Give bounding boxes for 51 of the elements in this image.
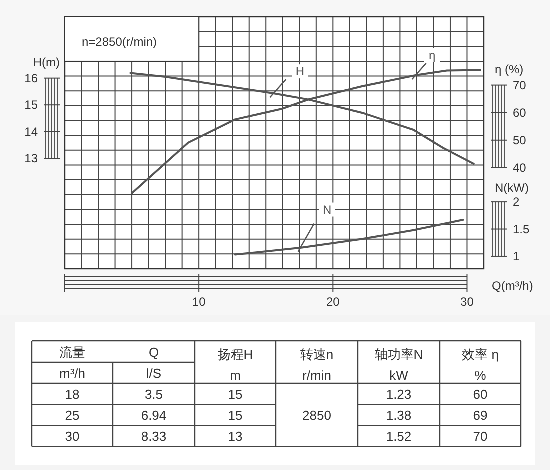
text: 15 (228, 408, 243, 424)
text: 2850 (302, 408, 332, 424)
y2-tick-label: 60 (513, 106, 527, 120)
x-tick-label: 30 (460, 295, 474, 309)
y-tick-label: 13 (24, 152, 38, 166)
x-tick-label: 10 (192, 295, 206, 309)
text: 1.23 (386, 387, 412, 402)
text: l/S (146, 366, 162, 381)
y3-tick-label: 2 (513, 195, 520, 210)
text: Q (148, 344, 160, 360)
text: % (474, 368, 487, 383)
text: 流量 (60, 344, 86, 360)
text: 转速n (300, 346, 334, 362)
text: 6.94 (141, 408, 167, 424)
text: 轴功率N (374, 346, 424, 362)
text: 1.52 (386, 429, 412, 444)
annotation: n=2850(r/min) (82, 35, 158, 49)
text: 效率 η (462, 346, 499, 362)
text: kW (390, 368, 410, 383)
x-axis-title: Q(m³/h) (492, 279, 534, 293)
y-tick-label: 14 (24, 124, 38, 139)
series-label: H (296, 64, 304, 79)
text: 60 (473, 387, 488, 402)
text: 30 (65, 429, 80, 444)
text: 25 (65, 408, 80, 424)
line-series (234, 219, 464, 256)
text: m³/h (60, 366, 86, 381)
y3-axis-title: N(kW) (495, 181, 529, 196)
y-tick-label: 15 (24, 98, 38, 112)
y2-axis-title: η (%) (495, 62, 524, 76)
y2-tick-label: 70 (513, 78, 527, 92)
y-axis-title: H(m) (33, 55, 60, 70)
text: 扬程H (218, 346, 254, 362)
y2-tick-label: 40 (513, 160, 527, 175)
text: 13 (228, 429, 243, 444)
text: m (230, 368, 241, 383)
text: 69 (473, 408, 488, 424)
text: 18 (65, 387, 80, 402)
text: 3.5 (144, 387, 164, 402)
series-label: η (428, 48, 436, 62)
x-tick-label: 20 (326, 295, 340, 309)
text: 8.33 (141, 429, 167, 444)
text: 70 (473, 429, 488, 444)
text: 15 (228, 387, 243, 402)
text: N (322, 202, 332, 217)
y3-tick-label: 1 (513, 249, 520, 264)
y2-tick-label: 50 (513, 133, 527, 148)
y3-tick-label: 1.5 (513, 222, 530, 236)
text: r/min (302, 368, 332, 383)
y-tick-label: 16 (24, 71, 38, 86)
text: 1.38 (386, 408, 412, 424)
